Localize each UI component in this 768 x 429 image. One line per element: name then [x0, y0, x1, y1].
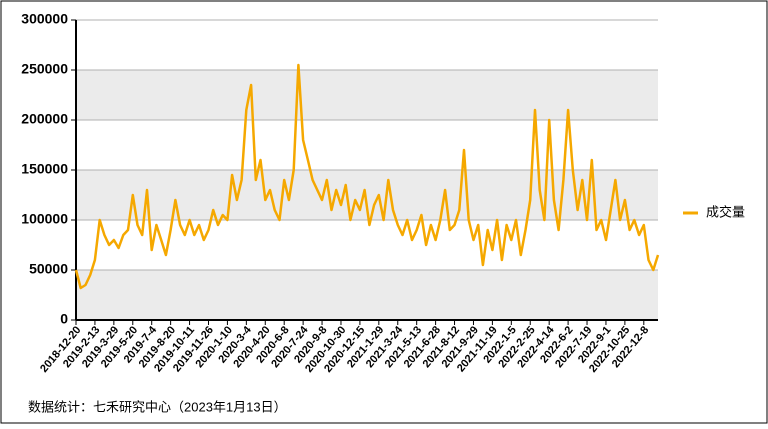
y-tick-label: 300000: [21, 11, 68, 27]
source-note: 数据统计：七禾研究中心（2023年1月13日）: [28, 399, 287, 414]
legend-label: 成交量: [706, 204, 745, 219]
y-tick-label: 200000: [21, 111, 68, 127]
band: [76, 270, 658, 320]
y-tick-label: 250000: [21, 61, 68, 77]
y-tick-label: 0: [60, 311, 68, 327]
line-series: [74, 63, 660, 290]
y-tick-label: 50000: [29, 261, 68, 277]
y-tick-label: 150000: [21, 161, 68, 177]
band: [76, 70, 658, 120]
y-tick-label: 100000: [21, 211, 68, 227]
